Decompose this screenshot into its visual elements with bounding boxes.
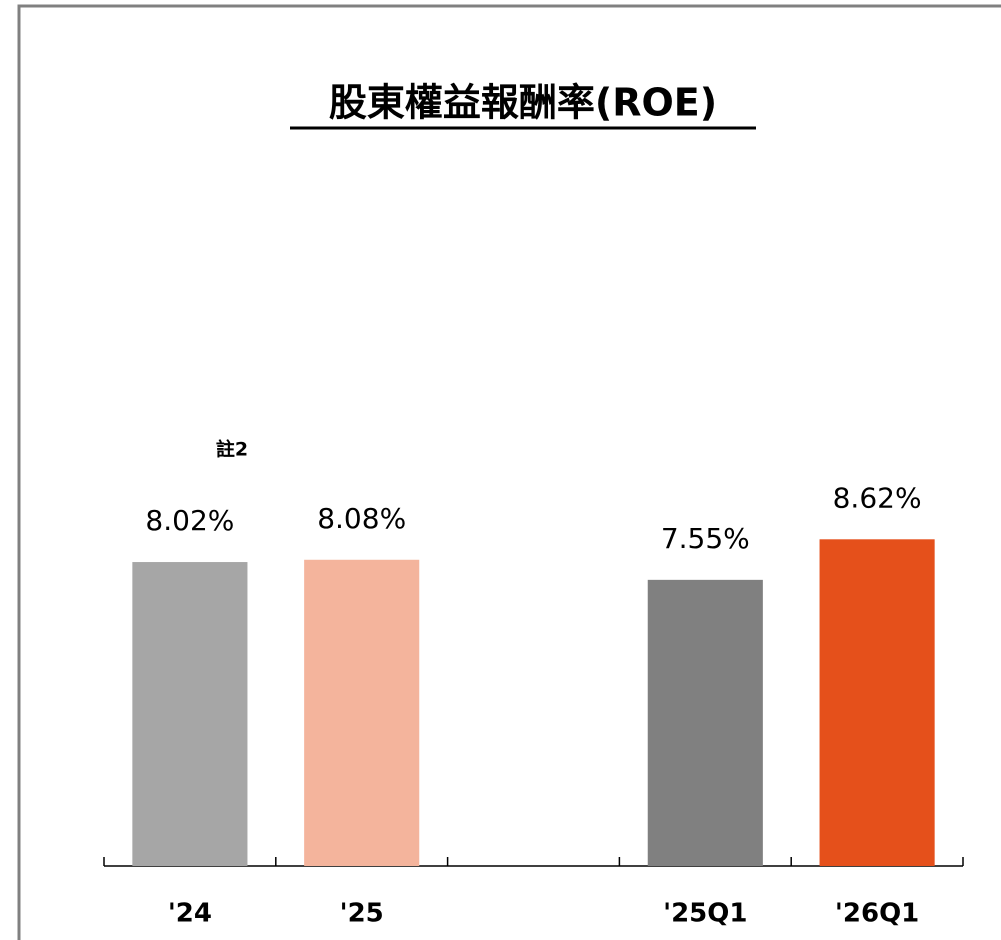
bar xyxy=(132,562,248,866)
bar xyxy=(304,559,420,866)
data-label: 7.55% xyxy=(661,522,750,555)
data-label: 8.62% xyxy=(833,481,922,514)
annotation: 註2 xyxy=(216,438,248,461)
x-tick-label: '25Q1 xyxy=(663,899,747,929)
chart-title: 股東權益報酬率(ROE) xyxy=(329,81,717,125)
bar xyxy=(647,579,763,866)
x-tick-label: '25 xyxy=(340,899,384,929)
data-label: 8.02% xyxy=(145,504,234,537)
x-tick-label: '24 xyxy=(168,899,212,929)
x-tick-label: '26Q1 xyxy=(835,899,919,929)
data-label: 8.08% xyxy=(317,502,406,535)
bar xyxy=(819,539,935,866)
